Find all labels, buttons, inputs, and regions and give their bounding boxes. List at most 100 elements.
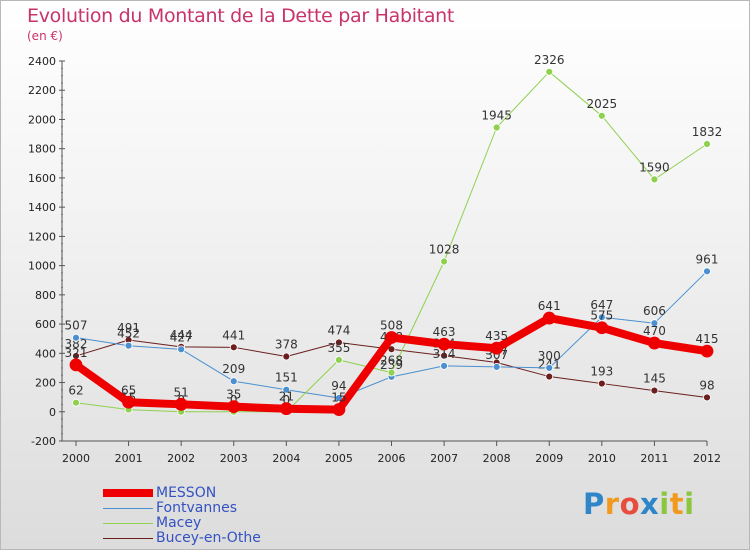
data-label-messon: 641 <box>538 299 561 313</box>
data-label-fontvannes: 209 <box>222 362 245 376</box>
y-tick-label: 600 <box>35 318 56 331</box>
data-label-messon: 508 <box>380 319 403 333</box>
chart-subtitle: (en €) <box>27 29 63 43</box>
logo-letter: i <box>684 487 695 521</box>
data-point-fontvannes <box>545 364 554 372</box>
y-tick-label: 1000 <box>28 260 56 273</box>
logo-letter: i <box>659 487 670 521</box>
logo-letter: r <box>604 487 620 521</box>
data-point-macey <box>387 368 396 377</box>
x-tick-label: 2012 <box>693 452 721 465</box>
data-label-macey: 268 <box>380 354 403 368</box>
data-label-fontvannes: 452 <box>117 327 140 341</box>
data-label-fontvannes: 151 <box>275 371 298 385</box>
data-point-fontvannes <box>229 377 238 386</box>
data-label-fontvannes: 314 <box>433 347 456 361</box>
data-label-messon: 415 <box>696 332 719 346</box>
data-label-messon: 35 <box>226 388 241 402</box>
data-label-messon: 51 <box>174 385 189 399</box>
data-point-messon <box>648 336 661 350</box>
data-label-messon: 435 <box>485 329 508 343</box>
data-label-macey: 1590 <box>639 160 670 174</box>
y-tick-label: 200 <box>35 377 56 390</box>
data-point-messon <box>122 395 135 409</box>
data-label-fontvannes: 94 <box>331 379 346 393</box>
data-point-messon <box>542 311 556 325</box>
legend-swatch-macey <box>103 523 153 524</box>
data-point-bucey-en-othe <box>597 379 606 388</box>
x-tick-label: 2005 <box>325 452 353 465</box>
data-label-bucey-en-othe: 378 <box>275 338 298 352</box>
data-point-messon <box>437 337 451 351</box>
data-point-bucey-en-othe <box>440 351 448 360</box>
data-label-messon: 470 <box>643 324 666 338</box>
legend-swatch-fontvannes <box>103 508 153 509</box>
data-label-messon: 15 <box>331 391 346 405</box>
y-tick-label: 1200 <box>28 230 56 243</box>
data-point-macey <box>335 355 343 364</box>
data-point-messon <box>227 400 241 414</box>
data-point-macey <box>440 257 448 266</box>
data-point-fontvannes <box>703 267 711 276</box>
data-label-macey: 2025 <box>587 97 618 111</box>
x-tick-label: 2009 <box>535 452 563 465</box>
data-point-macey <box>597 111 606 120</box>
logo-letter: P <box>583 487 605 521</box>
y-tick-label: 2400 <box>28 55 56 68</box>
logo-letter: o <box>619 487 641 521</box>
data-point-bucey-en-othe <box>650 386 659 395</box>
data-label-messon: 65 <box>121 383 136 397</box>
data-label-fontvannes: 606 <box>643 304 666 318</box>
legend-swatch-bucey-en-othe <box>103 538 153 539</box>
y-tick-label: 0 <box>49 406 56 419</box>
logo-letter: x <box>640 487 660 521</box>
data-point-messon <box>174 397 188 411</box>
legend-swatch-messon <box>103 489 153 497</box>
data-point-messon <box>385 331 398 344</box>
data-point-fontvannes <box>492 362 501 371</box>
data-label-macey: 62 <box>68 384 83 398</box>
data-point-macey <box>650 175 659 184</box>
x-tick-label: 2000 <box>62 452 90 465</box>
data-point-fontvannes <box>124 341 133 350</box>
data-point-macey <box>703 140 711 148</box>
data-label-macey: 355 <box>327 341 350 355</box>
data-label-fontvannes: 647 <box>590 298 613 312</box>
data-label-macey: 2326 <box>534 53 565 67</box>
data-point-fontvannes <box>177 345 186 354</box>
data-point-fontvannes <box>597 313 606 322</box>
y-tick-label: 800 <box>35 289 56 302</box>
data-label-macey: 0 <box>230 393 238 407</box>
x-tick-label: 2008 <box>483 452 511 465</box>
data-label-messon: 463 <box>433 325 456 339</box>
proxiti-logo: Proxiti <box>583 487 695 521</box>
data-label-fontvannes: 961 <box>696 252 719 266</box>
data-label-bucey-en-othe: 441 <box>222 328 245 342</box>
legend-label-messon: MESSON <box>156 485 217 501</box>
data-point-messon <box>595 321 609 335</box>
y-tick-label: 2200 <box>28 84 56 97</box>
data-point-bucey-en-othe <box>335 338 343 347</box>
data-point-bucey-en-othe <box>229 343 238 352</box>
data-label-fontvannes: 300 <box>538 349 561 363</box>
data-label-bucey-en-othe: 193 <box>590 365 613 379</box>
data-label-macey: 0 <box>283 393 291 407</box>
y-tick-label: 2000 <box>28 113 56 126</box>
logo-letter: t <box>669 487 685 521</box>
data-point-fontvannes <box>650 319 659 328</box>
x-tick-label: 2002 <box>167 452 195 465</box>
data-label-messon: 321 <box>65 346 88 360</box>
legend-label-macey: Macey <box>156 515 202 531</box>
data-point-messon <box>69 358 83 372</box>
y-tick-label: 1400 <box>28 201 56 214</box>
chart-title: Evolution du Montant de la Dette par Hab… <box>27 5 455 27</box>
data-label-bucey-en-othe: 474 <box>327 323 350 337</box>
data-point-fontvannes <box>440 361 448 370</box>
data-point-messon <box>700 344 714 358</box>
x-tick-label: 2001 <box>115 452 143 465</box>
y-tick-label: -200 <box>31 435 56 448</box>
data-label-messon: 21 <box>279 390 294 404</box>
data-label-fontvannes: 507 <box>65 319 88 333</box>
data-point-bucey-en-othe <box>387 345 396 354</box>
